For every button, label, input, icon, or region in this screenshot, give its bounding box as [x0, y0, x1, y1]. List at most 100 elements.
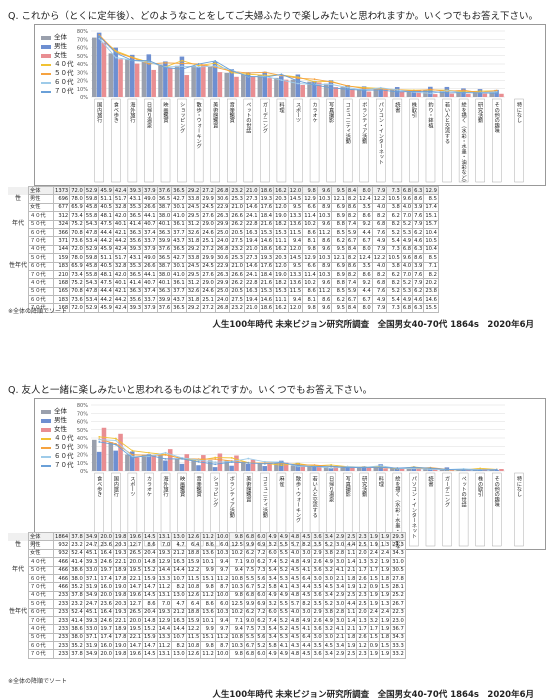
- line-point: [197, 64, 200, 67]
- table-cell: 32.6: [185, 227, 202, 238]
- bar: [300, 465, 305, 471]
- table-cell: 45.1: [83, 607, 100, 617]
- bar: [307, 81, 312, 97]
- legend-swatch: [41, 409, 51, 414]
- bar: [101, 42, 107, 97]
- table-cell: 25.0: [214, 286, 231, 297]
- table-cell: 7.9: [371, 303, 388, 313]
- table-cell: 17.4: [98, 573, 114, 584]
- line-point: [98, 441, 101, 443]
- table-cell: 8.7: [214, 641, 231, 651]
- table-cell: 4.9: [400, 295, 414, 305]
- category-label: 読書: [427, 475, 433, 488]
- legend-item: 女性: [41, 51, 74, 60]
- row-label: ６０代: [28, 607, 55, 617]
- line-point: [462, 91, 465, 94]
- table-cell: 12.2: [371, 194, 388, 204]
- table-cell: 37.9: [142, 185, 158, 196]
- table-cell: 35.2: [69, 641, 85, 651]
- line-point: [164, 61, 167, 64]
- legend-item: 男性: [41, 42, 74, 51]
- table-cell: 51.1: [98, 253, 114, 263]
- table-cell: 18.2: [273, 219, 289, 229]
- table-cell: 52.9: [83, 244, 100, 255]
- row-label: ７０代: [28, 269, 55, 280]
- table-row: ４０代 168 75.2 54.3 47.5 40.1 41.4 40.7 40.1 36.1 31…: [8, 278, 439, 288]
- table-cell: 29.9: [200, 194, 216, 204]
- table-cell: 8.6: [357, 269, 373, 280]
- table-cell: 5.2: [400, 278, 414, 288]
- table-cell: 33.7: [142, 236, 158, 246]
- table-cell: 6.6: [302, 202, 318, 213]
- row-n: 233: [53, 641, 71, 651]
- table-row: ７０代 371 73.6 53.4 44.2 44.2 35.6 33.7 39.9 43.7 31…: [8, 236, 439, 246]
- table-cell: 7.4: [266, 557, 279, 567]
- table-cell: 25.3: [229, 253, 245, 263]
- category-box: [144, 98, 154, 183]
- table-cell: 4.9: [277, 649, 290, 659]
- table-cell: 5.2: [322, 599, 335, 609]
- table-cell: 24.5: [185, 261, 202, 271]
- table-cell: 2.5: [345, 531, 358, 542]
- table-cell: 14.6: [258, 295, 275, 305]
- table-cell: 5.8: [266, 582, 279, 592]
- table-cell: 21.2: [171, 607, 187, 617]
- table-cell: 13.0: [171, 590, 187, 601]
- line-point: [479, 90, 482, 93]
- row-label: ６０代: [28, 295, 55, 305]
- row-n: 677: [53, 202, 71, 213]
- line-point: [446, 468, 448, 471]
- table-cell: 23.6: [98, 540, 114, 550]
- table-cell: 36.1: [171, 219, 187, 229]
- table-cell: 3.0: [322, 632, 335, 643]
- table-cell: 6.7: [243, 582, 257, 592]
- table-cell: 14.7: [127, 582, 144, 592]
- table-cell: 39.3: [127, 185, 144, 196]
- table-cell: 39.3: [127, 244, 144, 255]
- table-cell: 1.9: [378, 590, 392, 601]
- table-cell: 17.6: [258, 202, 275, 213]
- category-label: 絵を描く（水彩・水墨・油彩など）: [460, 101, 466, 185]
- table-cell: 27.6: [200, 211, 216, 221]
- line-point: [379, 89, 382, 91]
- row-n: 233: [53, 599, 71, 609]
- table-cell: 10.2: [229, 548, 245, 559]
- bar: [108, 442, 114, 471]
- table-cell: 45.9: [98, 185, 114, 196]
- table-cell: 25.3: [229, 194, 245, 204]
- line-point: [396, 90, 399, 93]
- table-cell: 10.3: [229, 641, 245, 651]
- line-point: [330, 467, 333, 470]
- legend-1: 全体 男性 女性 ４０代 ５０代 ６０代 ７０代: [41, 33, 74, 96]
- table-cell: 18.9: [112, 565, 129, 575]
- table-cell: 24.5: [200, 261, 216, 271]
- table-cell: 6.2: [255, 557, 268, 567]
- table-cell: 19.7: [98, 624, 114, 634]
- table-cell: 35.2: [69, 582, 85, 592]
- table-cell: 3.0: [300, 548, 313, 559]
- table-cell: 3.0: [333, 540, 347, 550]
- row-n: 366: [53, 227, 71, 238]
- table-cell: 8.2: [300, 540, 313, 550]
- table-cell: 5.3: [277, 573, 290, 584]
- legend-item: ５０代: [41, 443, 74, 452]
- line-point: [131, 56, 134, 59]
- bar: [283, 462, 289, 471]
- table-cell: 9.8: [302, 185, 318, 196]
- table-cell: 4.4: [300, 641, 313, 651]
- line-point: [214, 66, 217, 69]
- row-n: 233: [53, 624, 71, 634]
- table-cell: 3.9: [412, 261, 425, 271]
- table-cell: 8.8: [331, 278, 347, 288]
- category-label: その他の趣味: [494, 476, 500, 509]
- sort-note-2: ※全体の降順でソート: [8, 678, 68, 685]
- table-cell: 42.7: [171, 194, 187, 204]
- table-cell: 5.2: [277, 615, 290, 626]
- table-cell: 27.5: [229, 295, 245, 305]
- line-point: [114, 56, 117, 59]
- line-point: [280, 464, 283, 467]
- table-cell: 42.1: [112, 227, 129, 238]
- table-cell: 23.2: [69, 540, 85, 550]
- table-cell: 70.8: [69, 286, 85, 297]
- line-point: [148, 59, 150, 62]
